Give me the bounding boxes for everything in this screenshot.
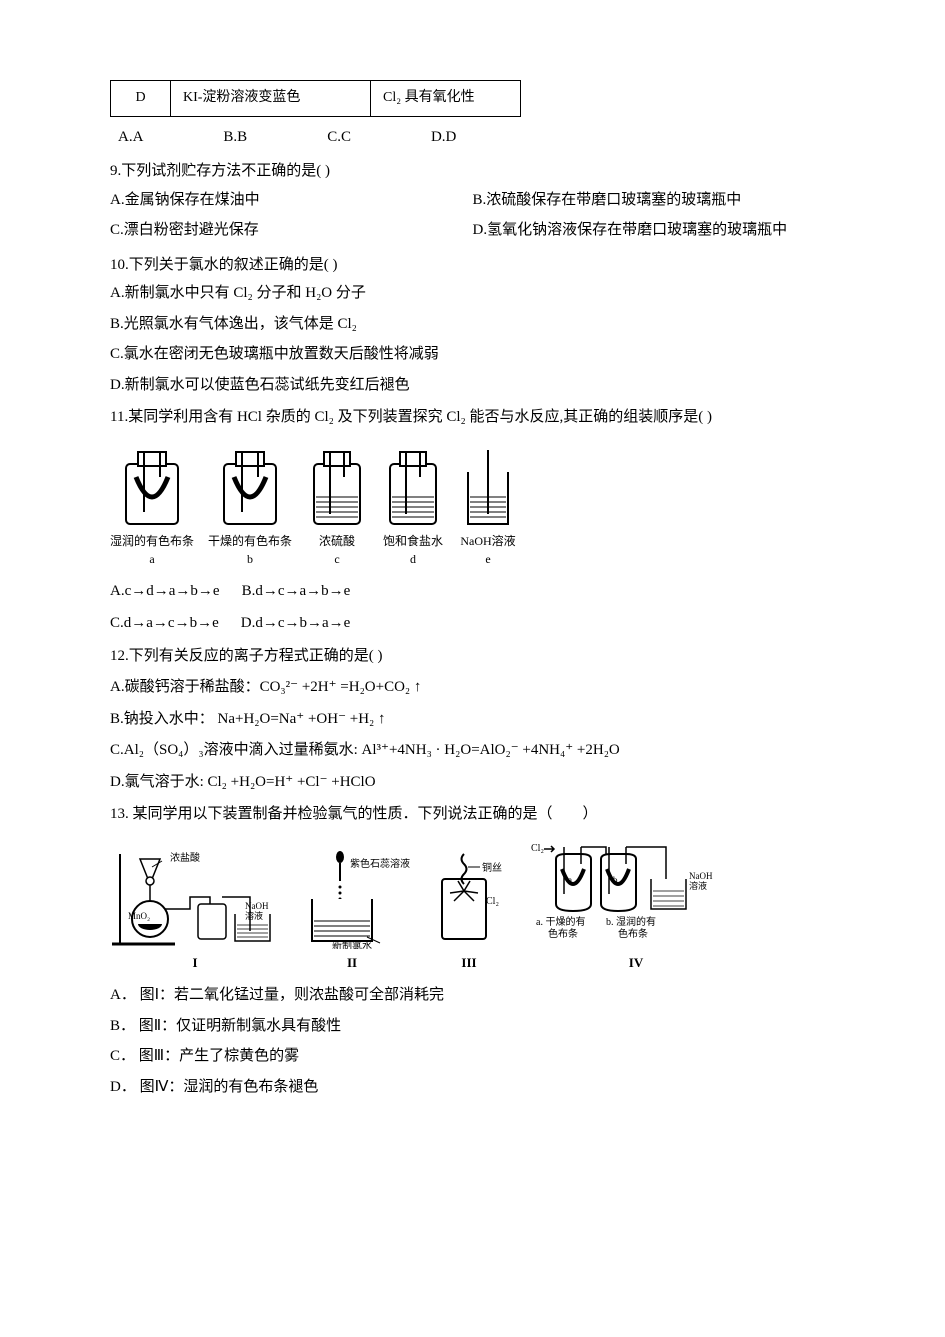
mno2-label: MnO₂: [128, 911, 150, 921]
bottle-icon: [116, 442, 188, 532]
answer-table: D KI-淀粉溶液变蓝色 Cl₂ 具有氧化性: [110, 80, 521, 117]
q13-apparatus-row: 浓盐酸 MnO₂ NaOH 溶液 I: [110, 839, 835, 976]
table-cell-conclusion: Cl₂ 具有氧化性: [371, 81, 521, 117]
roman-2: II: [347, 951, 357, 976]
q12-a: A.碳酸钙溶于稀盐酸：CO₃²⁻ +2H⁺ =H₂O+CO₂ ↑: [110, 673, 835, 702]
q12-stem: 12.下列有关反应的离子方程式正确的是( ): [110, 642, 835, 671]
choice-d: D.D: [431, 123, 456, 152]
choice-b: B.B: [223, 123, 247, 152]
strip-b-marker: b: [613, 875, 618, 885]
wet-strip-label: b. 湿润的有: [606, 915, 656, 928]
q11-a: A.c→d→a→b→e: [110, 577, 220, 606]
apparatus-d-label: 饱和食盐水: [383, 534, 443, 548]
q10-a: A.新制氯水中只有 Cl₂ 分子和 H₂O 分子: [110, 279, 835, 308]
q13-b: B． 图Ⅱ：仅证明新制氯水具有酸性: [110, 1012, 835, 1041]
q10-b: B.光照氯水有气体逸出，该气体是 Cl₂: [110, 310, 835, 339]
q9-c: C.漂白粉密封避光保存: [110, 216, 473, 245]
q9-d: D.氢氧化钠溶液保存在带磨口玻璃塞的玻璃瓶中: [473, 216, 836, 245]
wet-strip-label2: 色布条: [618, 927, 648, 940]
strip-a-marker: a: [568, 875, 572, 885]
cl2-label: Cl₂: [486, 896, 499, 907]
q10-d: D.新制氯水可以使蓝色石蕊试纸先变红后褪色: [110, 371, 835, 400]
table-cell-phenomenon: KI-淀粉溶液变蓝色: [171, 81, 371, 117]
apparatus-c-label: 浓硫酸: [319, 534, 355, 548]
q13-d: D． 图Ⅳ：湿润的有色布条褪色: [110, 1073, 835, 1102]
q11-choices-row1: A.c→d→a→b→e B.d→c→a→b→e: [110, 577, 835, 606]
question-12: 12.下列有关反应的离子方程式正确的是( ) A.碳酸钙溶于稀盐酸：CO₃²⁻ …: [110, 642, 835, 797]
q10-stem: 10.下列关于氯水的叙述正确的是( ): [110, 251, 835, 280]
question-11: 11.某同学利用含有 HCl 杂质的 Cl₂ 及下列装置探究 Cl₂ 能否与水反…: [110, 403, 835, 638]
dry-strip-label: a. 干燥的有: [536, 915, 585, 928]
table-cell-d: D: [111, 81, 171, 117]
question-9: 9.下列试剂贮存方法不正确的是( ) A.金属钠保存在煤油中 B.浓硫酸保存在带…: [110, 157, 835, 247]
q12-c: C.Al₂（SO₄）₃溶液中滴入过量稀氨水: Al³⁺+4NH₃ · H₂O=A…: [110, 736, 835, 765]
roman-3: III: [461, 951, 476, 976]
q11-choices-row2: C.d→a→c→b→e D.d→c→b→a→e: [110, 609, 835, 638]
purple-label: 紫色石蕊溶液: [350, 857, 410, 870]
roman-4: IV: [629, 951, 643, 976]
apparatus-e: NaOH溶液 e: [458, 442, 518, 571]
apparatus-d: 饱和食盐水 d: [382, 442, 444, 571]
apparatus-d-letter: d: [410, 548, 416, 571]
q12-b: B.钠投入水中： Na+H₂O=Na⁺ +OH⁻ +H₂ ↑: [110, 705, 835, 734]
q11-c: C.d→a→c→b→e: [110, 609, 219, 638]
apparatus-b-letter: b: [247, 548, 253, 571]
gas-jar-icon: Cl₂ 铜丝: [424, 849, 514, 949]
apparatus-e-letter: e: [485, 548, 490, 571]
naoh2-label: NaOH: [689, 871, 713, 881]
q11-b: B.d→c→a→b→e: [242, 577, 351, 606]
fresh-label: 新制氯水: [332, 939, 372, 949]
roman-1: I: [192, 951, 197, 976]
choice-c: C.C: [327, 123, 351, 152]
choices-row: A.A B.B C.C D.D: [110, 123, 835, 152]
apparatus-a: 湿润的有色布条 a: [110, 442, 194, 571]
apparatus-c-letter: c: [334, 548, 339, 571]
apparatus-iii: Cl₂ 铜丝 III: [424, 849, 514, 976]
beaker-drop-icon: 紫色石蕊溶液 新制氯水: [292, 849, 412, 949]
table-row: D KI-淀粉溶液变蓝色 Cl₂ 具有氧化性: [111, 81, 521, 117]
apparatus-ii: 紫色石蕊溶液 新制氯水 II: [292, 849, 412, 976]
beaker-icon: [458, 442, 518, 532]
question-10: 10.下列关于氯水的叙述正确的是( ) A.新制氯水中只有 Cl₂ 分子和 H₂…: [110, 251, 835, 400]
apparatus-b-label: 干燥的有色布条: [208, 534, 292, 548]
q9-a: A.金属钠保存在煤油中: [110, 186, 473, 215]
cl2-arrow-label: Cl₂: [531, 843, 544, 854]
bottle-liquid-icon: [306, 442, 368, 532]
question-13: 13. 某同学用以下装置制备并检验氯气的性质．下列说法正确的是（ ） 浓盐酸 M…: [110, 800, 835, 1101]
strips-apparatus-icon: Cl₂ a b: [526, 839, 746, 949]
generator-icon: 浓盐酸 MnO₂ NaOH 溶液: [110, 849, 280, 949]
q11-apparatus-row: 湿润的有色布条 a 干燥的有色布条 b: [110, 442, 835, 571]
hcl-label: 浓盐酸: [170, 851, 200, 864]
apparatus-a-letter: a: [149, 548, 154, 571]
q11-stem: 11.某同学利用含有 HCl 杂质的 Cl₂ 及下列装置探究 Cl₂ 能否与水反…: [110, 403, 835, 432]
apparatus-i: 浓盐酸 MnO₂ NaOH 溶液 I: [110, 849, 280, 976]
q12-d: D.氯气溶于水: Cl₂ +H₂O=H⁺ +Cl⁻ +HClO: [110, 768, 835, 797]
cu-label: 铜丝: [482, 862, 502, 874]
q13-a: A． 图Ⅰ：若二氧化锰过量，则浓盐酸可全部消耗完: [110, 981, 835, 1010]
bottle-liquid-icon: [382, 442, 444, 532]
q9-options: A.金属钠保存在煤油中 B.浓硫酸保存在带磨口玻璃塞的玻璃瓶中 C.漂白粉密封避…: [110, 186, 835, 247]
apparatus-a-label: 湿润的有色布条: [110, 534, 194, 548]
dry-strip-label2: 色布条: [548, 927, 578, 940]
apparatus-iv: Cl₂ a b: [526, 839, 746, 976]
apparatus-e-label: NaOH溶液: [460, 534, 515, 548]
naoh-label: NaOH: [245, 901, 269, 911]
q10-c: C.氯水在密闭无色玻璃瓶中放置数天后酸性将减弱: [110, 340, 835, 369]
q9-stem: 9.下列试剂贮存方法不正确的是( ): [110, 157, 835, 186]
naoh-label2: 溶液: [245, 910, 263, 921]
q13-c: C． 图Ⅲ：产生了棕黄色的雾: [110, 1042, 835, 1071]
naoh2-label2: 溶液: [689, 880, 707, 891]
q9-b: B.浓硫酸保存在带磨口玻璃塞的玻璃瓶中: [473, 186, 836, 215]
bottle-icon: [214, 442, 286, 532]
apparatus-b: 干燥的有色布条 b: [208, 442, 292, 571]
choice-a: A.A: [118, 123, 143, 152]
q13-stem: 13. 某同学用以下装置制备并检验氯气的性质．下列说法正确的是（ ）: [110, 800, 835, 829]
apparatus-c: 浓硫酸 c: [306, 442, 368, 571]
q11-d: D.d→c→b→a→e: [241, 609, 351, 638]
